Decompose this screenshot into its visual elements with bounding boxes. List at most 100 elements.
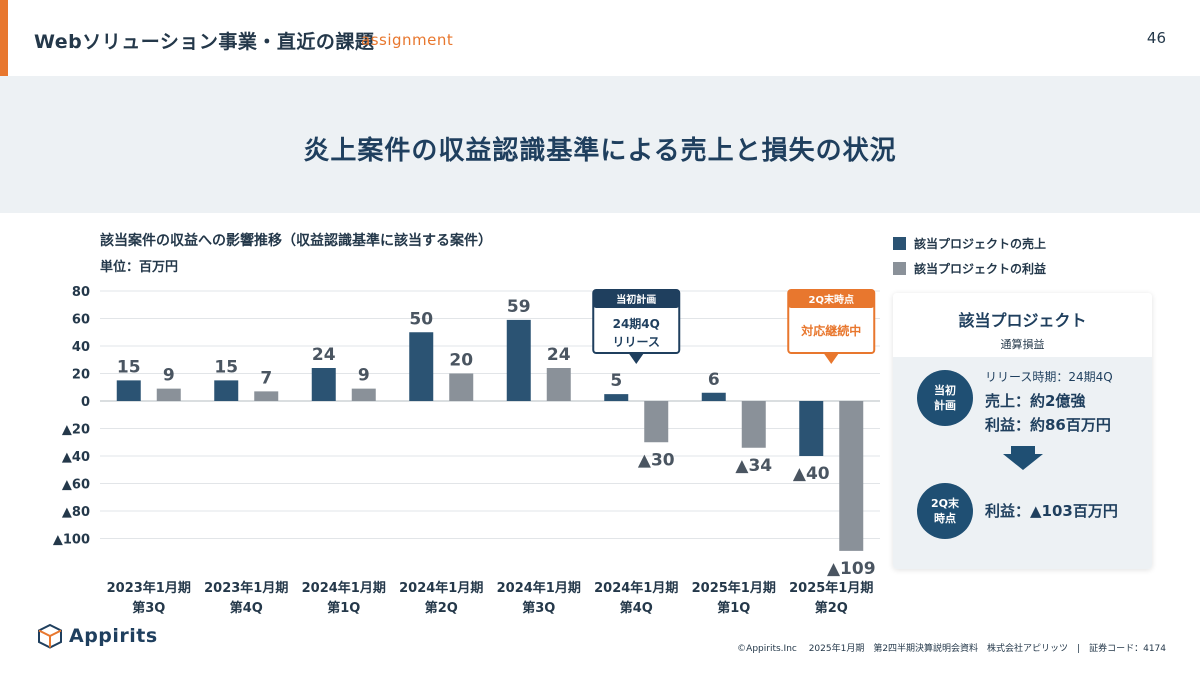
bar-sales xyxy=(701,392,726,401)
title-banner xyxy=(0,76,1200,213)
x-category-label: 2023年1月期 xyxy=(204,580,288,596)
bar-profit xyxy=(156,388,181,401)
callout-pointer xyxy=(629,354,644,364)
page-header-subtitle: assignment xyxy=(361,31,454,49)
x-category-sublabel: 第2Q xyxy=(815,600,848,616)
callout-body-line: 対応継続中 xyxy=(800,323,861,338)
bar-sales xyxy=(116,380,141,401)
y-tick-label: ▲60 xyxy=(62,478,90,493)
legend-label-profit: 該当プロジェクトの利益 xyxy=(914,262,1047,276)
slide-title: 炎上案件の収益認識基準による売上と損失の状況 xyxy=(303,136,897,166)
status-badge: 2Q末 時点 xyxy=(917,483,973,539)
data-label: 15 xyxy=(214,357,238,377)
legend-swatch-profit xyxy=(893,262,906,275)
company-logo: Appirits xyxy=(37,623,158,649)
data-label: 7 xyxy=(260,368,272,388)
x-category-sublabel: 第2Q xyxy=(425,600,458,616)
bar-profit xyxy=(254,391,279,401)
bar-profit xyxy=(449,373,474,401)
data-label: 24 xyxy=(547,345,571,365)
callout-pointer xyxy=(824,354,839,364)
legend-item-profit: 該当プロジェクトの利益 xyxy=(893,260,1046,277)
bar-profit xyxy=(644,401,669,443)
bar-sales xyxy=(799,401,824,456)
data-label: 6 xyxy=(708,370,720,390)
bar-profit xyxy=(351,388,376,401)
panel-title: 該当プロジェクト xyxy=(958,311,1087,330)
plan-badge: 当初 計画 xyxy=(917,370,973,426)
x-category-label: 2024年1月期 xyxy=(302,580,386,596)
x-category-sublabel: 第4Q xyxy=(620,600,653,616)
y-tick-label: 80 xyxy=(72,285,90,300)
y-tick-label: ▲40 xyxy=(62,450,90,465)
data-label: 9 xyxy=(163,366,175,386)
data-label: 15 xyxy=(117,357,141,377)
panel-body: 当初 計画 リリース時期：24期4Q 売上：約2億強 利益：約86百万円 2Q末… xyxy=(893,357,1152,569)
status-badge-text: 2Q末 時点 xyxy=(930,496,959,525)
cube-logo-icon xyxy=(38,623,62,649)
y-tick-label: ▲20 xyxy=(62,423,90,438)
page-header-title: Webソリューション事業・直近の課題 xyxy=(34,31,375,53)
x-category-label: 2024年1月期 xyxy=(399,580,483,596)
callout-header-bg xyxy=(593,290,680,308)
summary-panel: 該当プロジェクト 通算損益 当初 計画 リリース時期：24期4Q 売上：約2億強… xyxy=(893,293,1152,569)
data-label: ▲109 xyxy=(827,559,876,579)
y-tick-label: ▲100 xyxy=(53,533,90,548)
x-category-sublabel: 第3Q xyxy=(522,600,555,616)
x-category-label: 2025年1月期 xyxy=(692,580,776,596)
callout-header-bg xyxy=(788,290,875,308)
x-category-label: 2024年1月期 xyxy=(594,580,678,596)
legend-label-sales: 該当プロジェクトの売上 xyxy=(914,237,1047,251)
bar-sales xyxy=(604,394,629,401)
data-label: ▲30 xyxy=(638,450,675,470)
x-category-sublabel: 第1Q xyxy=(327,600,360,616)
chart-legend: 該当プロジェクトの売上 該当プロジェクトの利益 xyxy=(893,235,1046,285)
y-tick-label: 0 xyxy=(81,395,90,410)
legend-swatch-sales xyxy=(893,237,906,250)
logo-text: Appirits xyxy=(69,625,158,647)
y-tick-label: 20 xyxy=(72,368,90,383)
legend-item-sales: 該当プロジェクトの売上 xyxy=(893,235,1046,252)
plan-detail: リリース時期：24期4Q 売上：約2億強 利益：約86百万円 xyxy=(985,368,1113,438)
page-number: 46 xyxy=(1146,29,1166,47)
data-label: 24 xyxy=(312,345,336,365)
bar-profit xyxy=(741,401,766,448)
chart-title: 該当案件の収益への影響推移（収益認識基準に該当する案件） xyxy=(100,233,492,249)
x-category-label: 2024年1月期 xyxy=(497,580,581,596)
data-label: 5 xyxy=(610,371,622,391)
x-category-sublabel: 第3Q xyxy=(132,600,165,616)
bar-sales xyxy=(311,368,336,401)
bar-sales xyxy=(506,319,531,401)
data-label: ▲34 xyxy=(735,456,772,476)
x-category-label: 2023年1月期 xyxy=(107,580,191,596)
panel-header: 該当プロジェクト 通算損益 xyxy=(893,293,1152,357)
x-category-sublabel: 第4Q xyxy=(230,600,263,616)
panel-subtitle: 通算損益 xyxy=(1000,338,1045,351)
plan-profit: 利益：約86百万円 xyxy=(985,416,1111,434)
y-tick-label: 40 xyxy=(72,340,90,355)
bar-sales xyxy=(409,332,434,401)
plan-badge-text: 当初 計画 xyxy=(934,383,956,412)
x-category-label: 2025年1月期 xyxy=(789,580,873,596)
callout-header: 当初計画 xyxy=(616,293,656,306)
data-label: ▲40 xyxy=(793,464,830,484)
plan-sales: 売上：約2億強 xyxy=(985,392,1086,410)
callout-body-line: リリース xyxy=(613,335,660,349)
data-label: 59 xyxy=(507,297,531,317)
y-tick-label: ▲80 xyxy=(62,505,90,520)
status-profit: 利益：▲103百万円 xyxy=(985,502,1118,520)
chart-unit: 単位：百万円 xyxy=(100,260,179,275)
bar-profit xyxy=(839,401,864,551)
data-label: 20 xyxy=(449,351,473,371)
data-label: 50 xyxy=(409,309,433,329)
plan-period: リリース時期：24期4Q xyxy=(985,370,1113,384)
y-tick-label: 60 xyxy=(72,313,90,328)
callout-header: 2Q末時点 xyxy=(809,293,854,306)
bar-sales xyxy=(214,380,239,401)
data-label: 9 xyxy=(358,366,370,386)
arrow-down-icon xyxy=(1003,446,1043,470)
x-category-sublabel: 第1Q xyxy=(717,600,750,616)
header-accent-bar xyxy=(0,0,8,76)
footer-text: ©Appirits.Inc 2025年1月期 第2四半期決算説明会資料 株式会社… xyxy=(737,644,1166,654)
